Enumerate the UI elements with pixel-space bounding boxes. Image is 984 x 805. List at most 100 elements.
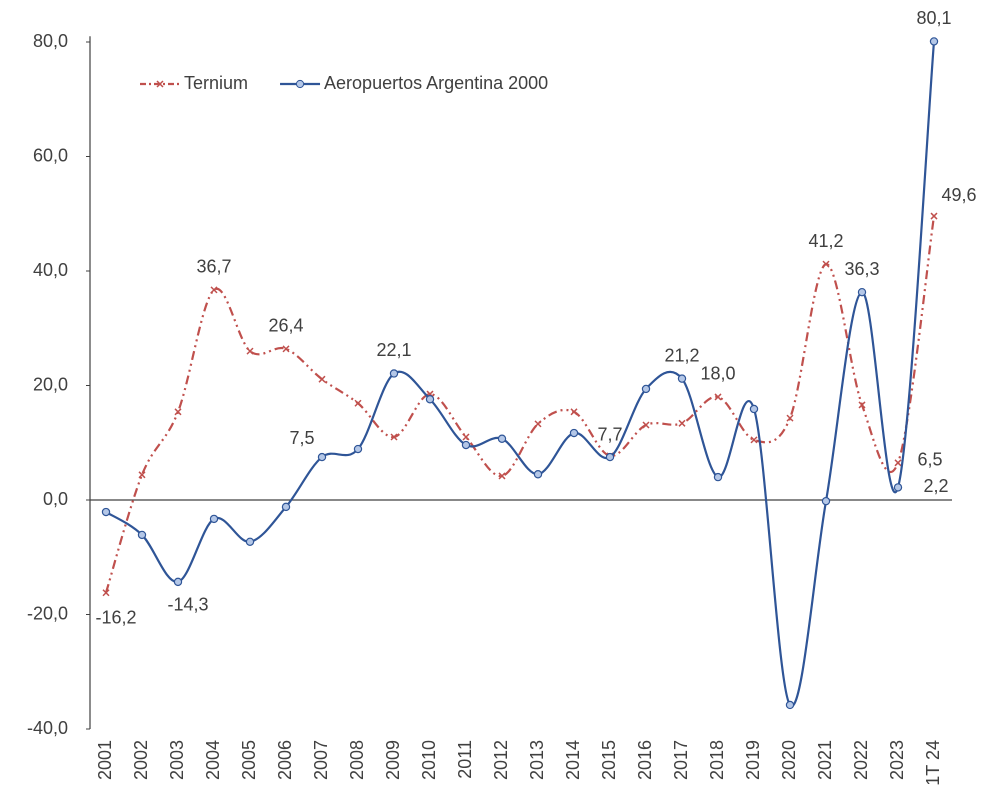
x-marker <box>570 408 578 416</box>
data-label: -14,3 <box>167 595 208 615</box>
data-label: 49,6 <box>941 185 976 205</box>
x-tick-label: 2009 <box>383 740 403 780</box>
point-marker <box>389 369 399 378</box>
y-tick-label: 20,0 <box>33 374 68 394</box>
y-tick-label: -40,0 <box>27 718 68 738</box>
x-marker <box>930 212 938 220</box>
x-marker <box>318 375 326 383</box>
y-tick-label: -20,0 <box>27 603 68 623</box>
legend-marker <box>156 80 164 88</box>
x-tick-label: 2017 <box>671 740 691 780</box>
x-marker <box>534 420 542 428</box>
y-tick-label: 80,0 <box>33 31 68 51</box>
point-marker <box>893 483 903 492</box>
x-tick-label: 2018 <box>707 740 727 780</box>
x-tick-label: 2008 <box>347 740 367 780</box>
y-tick-label: 40,0 <box>33 260 68 280</box>
point-marker <box>534 420 542 428</box>
x-tick-label: 2012 <box>491 740 511 780</box>
y-tick-label: 0,0 <box>43 489 68 509</box>
data-label: 21,2 <box>664 345 699 365</box>
x-tick-label: 2001 <box>95 740 115 780</box>
x-marker <box>390 433 398 441</box>
point-marker <box>822 260 830 268</box>
point-marker <box>677 374 687 383</box>
x-tick-label: 2016 <box>635 740 655 780</box>
x-marker <box>282 345 290 353</box>
data-label: 36,7 <box>196 257 231 277</box>
data-label: -16,2 <box>95 607 136 627</box>
x-marker <box>174 408 182 416</box>
x-marker <box>354 399 362 407</box>
x-tick-label: 2014 <box>563 740 583 780</box>
point-marker <box>210 286 218 294</box>
y-tick-label: 60,0 <box>33 145 68 165</box>
point-marker <box>281 502 291 512</box>
data-label: 18,0 <box>700 364 735 384</box>
point-marker <box>173 577 183 587</box>
point-marker <box>641 384 651 394</box>
point-marker <box>137 530 147 540</box>
x-tick-label: 2023 <box>887 740 907 780</box>
point-marker <box>209 514 219 524</box>
data-label: 36,3 <box>844 259 879 279</box>
point-marker <box>713 472 723 482</box>
legend-marker <box>295 79 305 89</box>
data-label: 80,1 <box>916 8 951 28</box>
x-marker <box>786 414 794 422</box>
point-marker <box>318 375 326 383</box>
point-marker <box>317 452 327 462</box>
point-marker <box>857 287 867 297</box>
x-marker <box>210 286 218 294</box>
x-marker <box>498 472 506 480</box>
point-marker <box>605 452 615 462</box>
point-marker <box>390 433 398 441</box>
point-marker <box>174 408 182 416</box>
x-marker <box>102 589 110 597</box>
point-marker <box>642 421 650 429</box>
x-marker <box>642 421 650 429</box>
x-tick-label: 2003 <box>167 740 187 780</box>
data-label: 22,1 <box>376 340 411 360</box>
x-tick-label: 2007 <box>311 740 331 780</box>
point-marker <box>749 404 759 414</box>
x-marker <box>894 459 902 467</box>
x-marker <box>462 433 470 441</box>
point-marker <box>353 444 363 454</box>
x-marker <box>750 436 758 444</box>
point-marker <box>678 419 686 427</box>
legend-label: Aeropuertos Argentina 2000 <box>324 73 548 93</box>
x-marker <box>138 471 146 479</box>
x-tick-label: 2020 <box>779 740 799 780</box>
x-tick-label: 2005 <box>239 740 259 780</box>
x-marker <box>822 260 830 268</box>
point-marker <box>461 440 471 450</box>
point-marker <box>498 472 506 480</box>
x-marker <box>246 347 254 355</box>
point-marker <box>533 470 543 479</box>
data-label: 26,4 <box>268 316 303 336</box>
data-label: 6,5 <box>917 450 942 470</box>
point-marker <box>101 507 111 517</box>
x-tick-label: 2011 <box>455 740 475 779</box>
point-marker <box>930 212 938 220</box>
point-marker <box>714 393 722 401</box>
data-label: 2,2 <box>923 476 948 496</box>
point-marker <box>425 395 435 404</box>
point-marker <box>245 537 255 546</box>
x-marker <box>858 401 866 409</box>
x-tick-label: 1T 24 <box>923 740 943 786</box>
point-marker <box>282 345 290 353</box>
point-marker <box>102 589 110 597</box>
legend-label: Ternium <box>184 73 248 93</box>
point-marker <box>497 434 507 443</box>
x-tick-label: 2015 <box>599 740 619 780</box>
point-marker <box>858 401 866 409</box>
series-line <box>105 41 936 708</box>
point-marker <box>138 471 146 479</box>
data-label: 7,7 <box>597 425 622 445</box>
point-marker <box>570 408 578 416</box>
x-tick-label: 2002 <box>131 740 151 780</box>
point-marker <box>750 436 758 444</box>
point-marker <box>354 399 362 407</box>
